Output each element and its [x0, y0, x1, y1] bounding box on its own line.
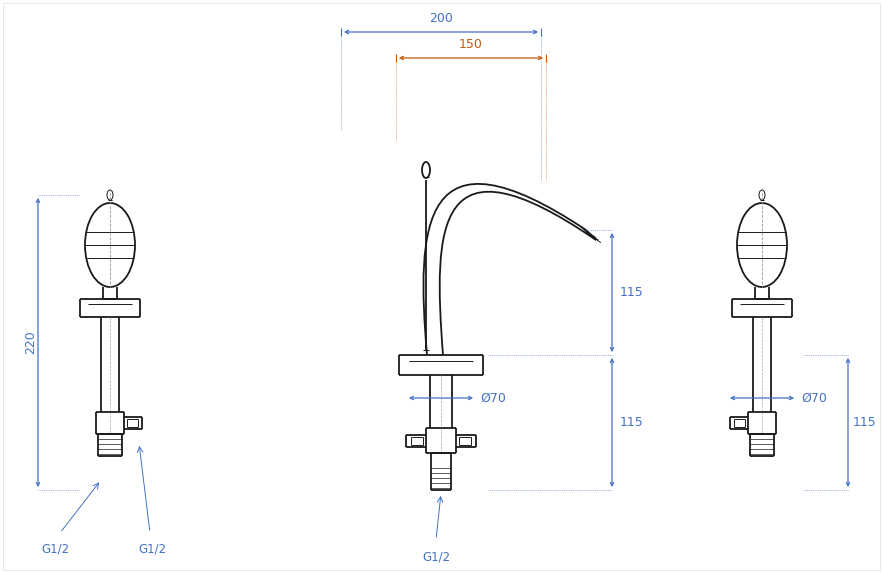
Text: Ø70: Ø70 [801, 391, 826, 405]
Text: 115: 115 [853, 416, 877, 429]
Text: 220: 220 [25, 331, 37, 354]
Text: 115: 115 [620, 286, 644, 299]
Text: 115: 115 [620, 416, 644, 429]
Text: G1/2: G1/2 [41, 543, 69, 556]
Text: Ø70: Ø70 [480, 391, 506, 405]
Text: 150: 150 [459, 38, 483, 51]
Text: G1/2: G1/2 [422, 550, 450, 563]
Text: 200: 200 [429, 12, 453, 25]
Text: G1/2: G1/2 [138, 543, 166, 556]
